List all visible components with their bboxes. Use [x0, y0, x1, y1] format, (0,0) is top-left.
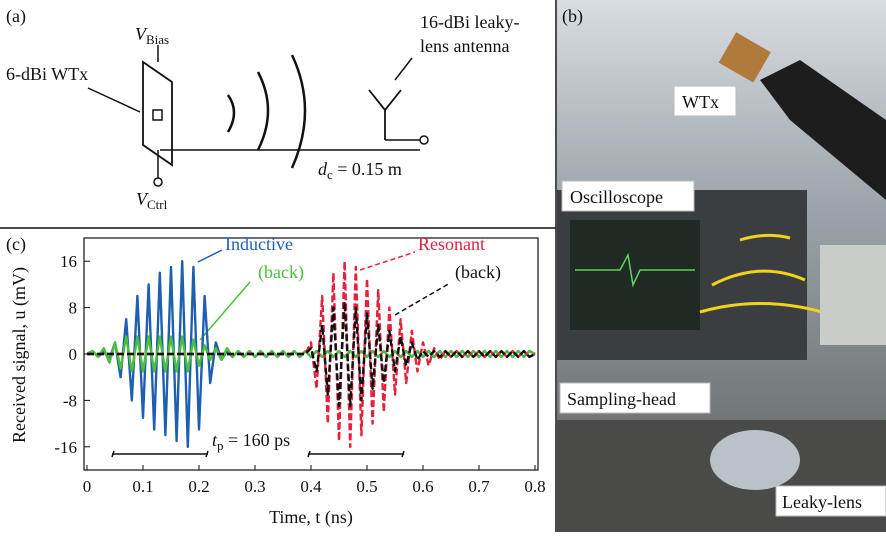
wave-overlay — [699, 233, 823, 314]
wave-front — [290, 54, 307, 169]
annotation-pointer — [197, 249, 223, 263]
schematic: (a) VBias VCtrl 6-dBi WTx 16-dBi leaky- … — [6, 6, 519, 212]
x-tick-label: 0.7 — [468, 477, 490, 496]
control-label: VCtrl — [136, 189, 168, 212]
pointer — [394, 57, 413, 81]
transmitter-label: 6-dBi WTx — [6, 64, 88, 84]
series-line — [87, 300, 536, 408]
x-tick-label: 0.4 — [300, 477, 322, 496]
series-label: Inductive — [225, 234, 293, 254]
pulse-width-bracket — [307, 450, 405, 458]
x-tick-label: 0.6 — [412, 477, 433, 496]
x-tick-label: 0.1 — [132, 477, 153, 496]
annotation-pointer — [199, 281, 251, 341]
photo: (b) WTx Oscilloscope Sampling-head Leaky… — [557, 0, 886, 532]
panel-label: (c) — [6, 234, 26, 255]
x-tick-label: 0.8 — [524, 477, 545, 496]
mount — [700, 0, 886, 200]
photo-label: Leaky-lens — [782, 492, 862, 512]
x-tick-label: 0.2 — [188, 477, 209, 496]
series-line — [86, 260, 536, 448]
series-label: Resonant — [418, 234, 485, 254]
terminal — [419, 135, 429, 145]
pulse-width-bracket — [111, 450, 209, 458]
label-box — [561, 180, 695, 212]
y-tick-label: 0 — [69, 345, 78, 364]
label-box — [559, 382, 711, 414]
series-label: (back) — [258, 262, 304, 283]
panel-label: (b) — [562, 6, 583, 27]
receiver-label: lens antenna — [420, 36, 509, 56]
receiver-label: 16-dBi leaky- — [420, 12, 519, 32]
instrument — [820, 245, 886, 345]
oscilloscope-screen — [570, 220, 700, 330]
terminal — [153, 177, 163, 187]
panel-label: (a) — [6, 6, 26, 27]
chart: (c) Received signal, u (mV) Time, t (ns)… — [6, 234, 546, 528]
annotation-pointer — [359, 251, 416, 271]
y-tick-label: -8 — [63, 391, 77, 410]
series-label: (back) — [455, 262, 501, 283]
photo-label: WTx — [682, 92, 719, 112]
wave-front — [226, 94, 236, 133]
x-tick-label: 0 — [83, 477, 92, 496]
transmitter-antenna — [142, 60, 173, 167]
bias-label: VBias — [135, 24, 169, 47]
pulse-width-label: tp = 160 ps — [212, 430, 290, 453]
annotation-pointer — [394, 282, 451, 316]
y-tick-label: -16 — [54, 438, 77, 457]
wave-front — [256, 71, 270, 151]
label-box — [775, 485, 886, 517]
leaky-lens — [710, 430, 800, 490]
screen-trace — [575, 252, 695, 288]
x-tick-label: 0.3 — [244, 477, 265, 496]
receiver-antenna — [368, 89, 402, 112]
y-axis-label: Received signal, u (mV) — [9, 267, 30, 443]
x-tick-label: 0.5 — [356, 477, 377, 496]
wtx-board — [718, 32, 771, 83]
y-tick-label: 16 — [60, 252, 77, 271]
pointer — [87, 87, 141, 113]
distance-label: dc = 0.15 m — [318, 159, 402, 182]
y-tick-label: 8 — [69, 299, 78, 318]
x-axis-label: Time, t (ns) — [269, 507, 353, 528]
chip — [152, 109, 163, 121]
label-box — [673, 85, 737, 117]
photo-label: Sampling-head — [567, 389, 676, 409]
series-line — [86, 335, 536, 373]
photo-label: Oscilloscope — [570, 187, 663, 207]
